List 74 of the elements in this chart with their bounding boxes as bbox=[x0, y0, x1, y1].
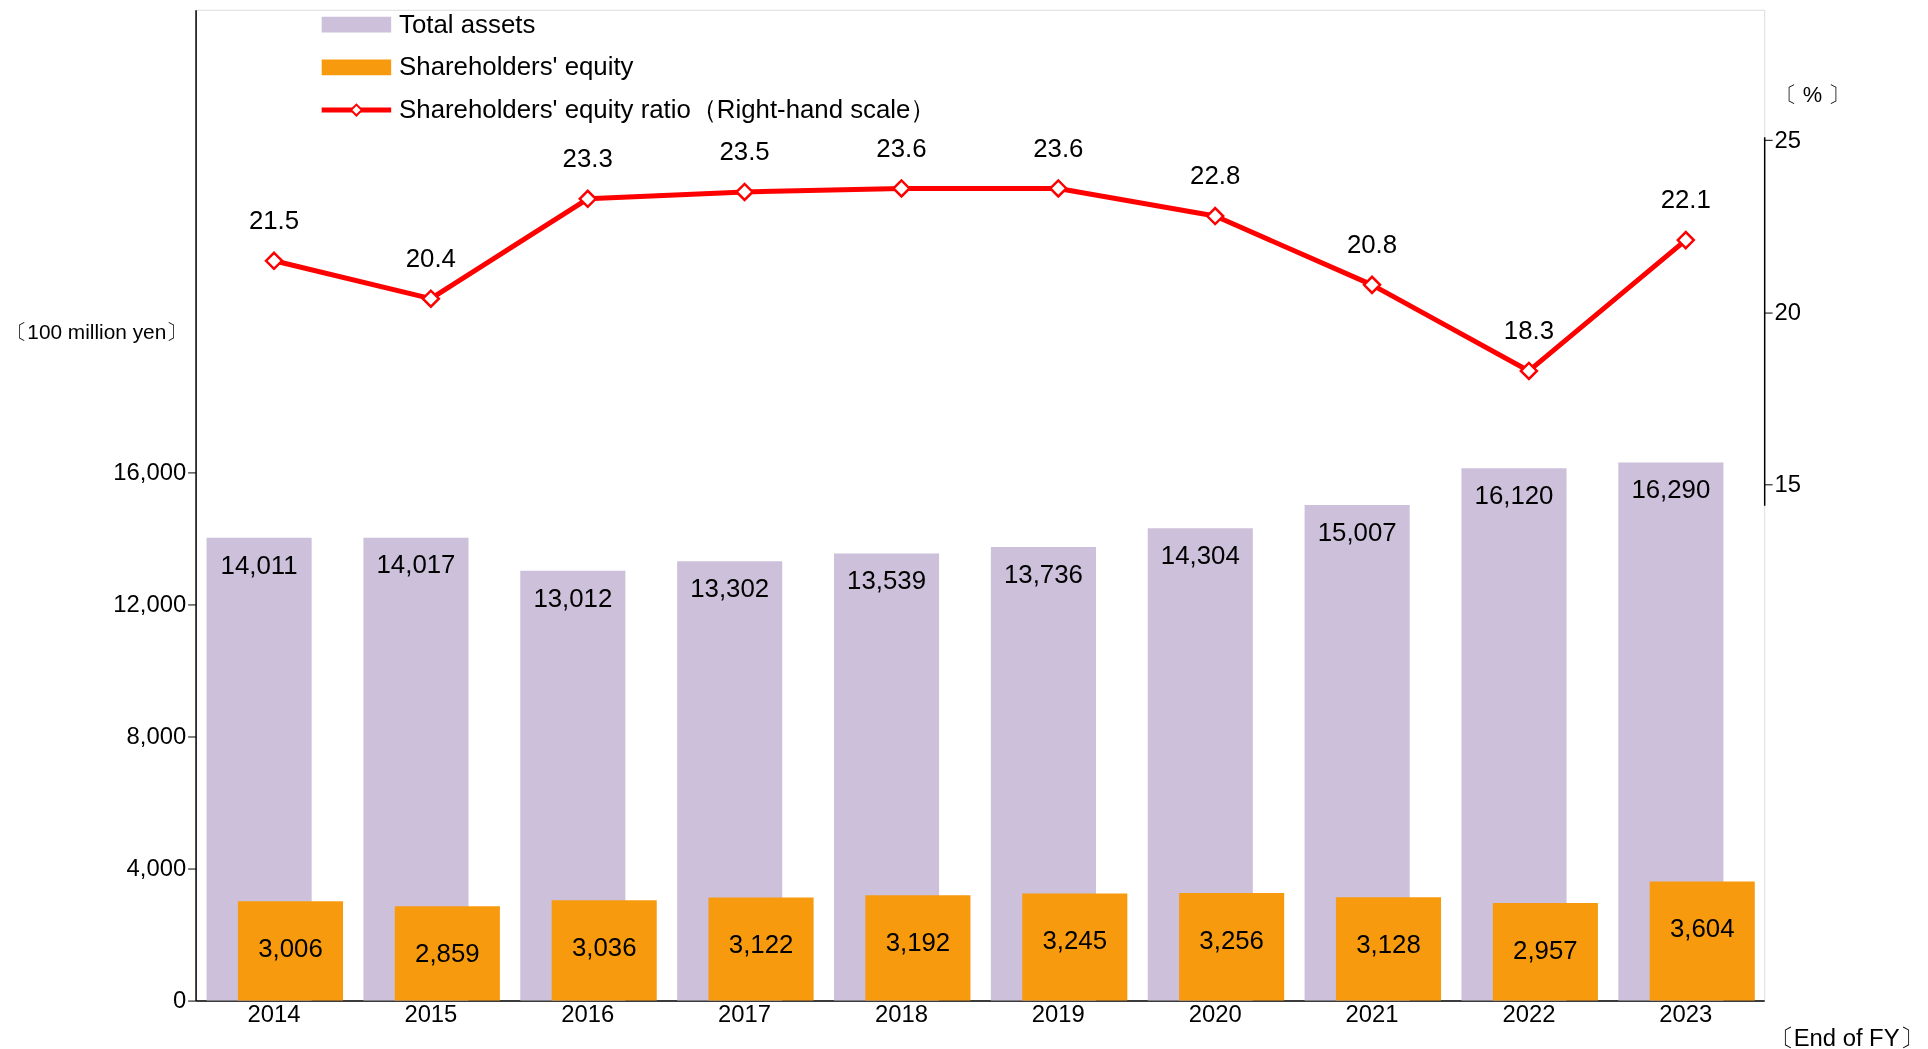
x-tick-label: 2020 bbox=[1188, 999, 1242, 1027]
data-label: 13,302 bbox=[690, 574, 770, 602]
bar bbox=[865, 895, 971, 1001]
point bbox=[421, 289, 441, 308]
data-label: 22.1 bbox=[1660, 185, 1711, 214]
x-axis-title: 〔End of FY〕 bbox=[1769, 1023, 1924, 1049]
y2-axis-title: 〔 % 〕 bbox=[1774, 81, 1851, 107]
bar bbox=[1492, 902, 1598, 1001]
bar bbox=[394, 906, 500, 1001]
y-tick-label: 16,000 bbox=[113, 457, 187, 485]
x-tick-label: 2015 bbox=[404, 999, 458, 1027]
data-label: 14,011 bbox=[220, 550, 298, 579]
y-tick-label: 12,000 bbox=[113, 589, 187, 617]
point bbox=[1362, 275, 1382, 295]
data-label: 20.8 bbox=[1346, 230, 1398, 259]
x-tick-label: 2018 bbox=[874, 999, 928, 1027]
point bbox=[264, 251, 284, 271]
data-label: 13,539 bbox=[847, 566, 927, 595]
bar bbox=[551, 900, 657, 1001]
data-label: 13,012 bbox=[533, 583, 613, 612]
data-label: 20.4 bbox=[405, 243, 456, 272]
y2-tick-label: 15 bbox=[1774, 469, 1802, 497]
bar bbox=[1179, 893, 1285, 1001]
x-tick-label: 2023 bbox=[1659, 999, 1713, 1027]
y-tick-label: 8,000 bbox=[126, 721, 187, 749]
data-label: 3,256 bbox=[1199, 925, 1264, 954]
x-tick-label: 2019 bbox=[1031, 999, 1085, 1027]
data-label: 23.5 bbox=[719, 137, 770, 166]
bar bbox=[237, 901, 344, 1001]
point bbox=[892, 179, 911, 198]
x-tick-label: 2017 bbox=[718, 999, 772, 1027]
point bbox=[735, 182, 754, 202]
point bbox=[1519, 361, 1539, 381]
data-label: 16,120 bbox=[1474, 480, 1554, 509]
point bbox=[1049, 179, 1068, 198]
data-label: 23.6 bbox=[1033, 133, 1084, 162]
bar bbox=[1022, 893, 1128, 1001]
data-label: 3,128 bbox=[1356, 929, 1421, 958]
x-tick-label: 2021 bbox=[1345, 999, 1399, 1027]
bar bbox=[1649, 881, 1755, 1001]
x-tick-label: 2016 bbox=[561, 999, 615, 1027]
point bbox=[1676, 230, 1695, 250]
data-label: 18.3 bbox=[1503, 316, 1555, 345]
y-tick-label: 0 bbox=[172, 986, 187, 1014]
data-label: 2,859 bbox=[415, 938, 480, 967]
data-label: 3,122 bbox=[728, 930, 794, 959]
point bbox=[578, 189, 597, 209]
y-tick-label: 4,000 bbox=[126, 853, 187, 881]
data-label: 3,036 bbox=[571, 932, 637, 961]
legend-label: Shareholders' equity bbox=[399, 52, 634, 81]
data-label: 3,192 bbox=[885, 927, 951, 956]
data-label: 14,304 bbox=[1160, 540, 1240, 569]
point bbox=[1205, 206, 1225, 226]
data-label: 2,957 bbox=[1513, 935, 1578, 964]
x-tick-label: 2014 bbox=[247, 999, 301, 1027]
data-label: 3,604 bbox=[1669, 914, 1735, 943]
legend-label: Total assets bbox=[399, 9, 536, 38]
data-label: 3,245 bbox=[1042, 926, 1108, 954]
data-label: 15,007 bbox=[1317, 517, 1397, 546]
data-label: 13,736 bbox=[1003, 559, 1083, 588]
data-label: 23.3 bbox=[562, 144, 613, 173]
y-axis-title: 〔100 million yen〕 bbox=[6, 319, 188, 343]
data-label: 14,017 bbox=[376, 550, 456, 579]
bar bbox=[708, 897, 814, 1001]
data-label: 21.5 bbox=[248, 206, 300, 234]
data-label: 22.8 bbox=[1190, 161, 1241, 190]
data-label: 3,006 bbox=[258, 933, 323, 962]
bar bbox=[1335, 897, 1442, 1001]
x-tick-label: 2022 bbox=[1502, 999, 1556, 1027]
data-label: 23.6 bbox=[876, 133, 927, 162]
y2-tick-label: 20 bbox=[1774, 297, 1802, 325]
data-label: 16,290 bbox=[1631, 475, 1711, 504]
legend-label: Shareholders' equity ratio（Right-hand scale） bbox=[399, 94, 937, 123]
y2-tick-label: 25 bbox=[1774, 125, 1802, 153]
